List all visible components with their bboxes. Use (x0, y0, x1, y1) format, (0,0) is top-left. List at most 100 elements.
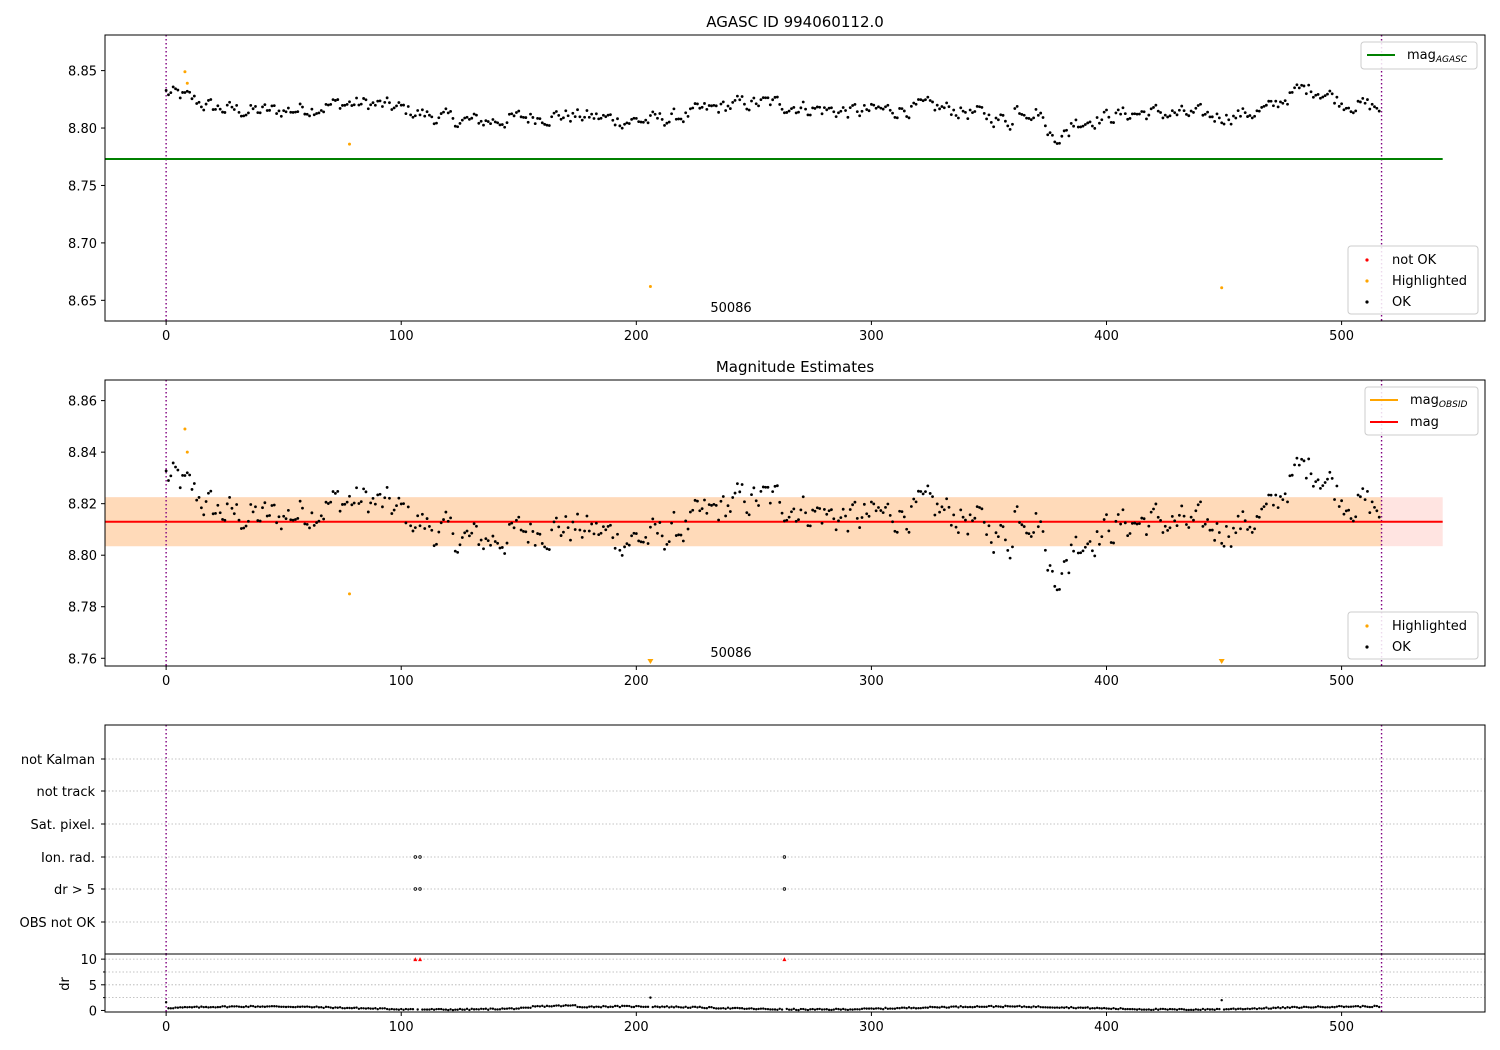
dr-point (1330, 1005, 1334, 1009)
ok-point (1213, 119, 1217, 123)
ok-point (402, 502, 405, 506)
dr-point (1004, 1004, 1007, 1008)
dr-point (1062, 1006, 1066, 1009)
ok-point (1224, 524, 1228, 528)
x-tick-label: 500 (1329, 1020, 1354, 1035)
ok-point (1272, 503, 1275, 507)
dr-point (430, 1007, 433, 1011)
dr-point (1008, 1005, 1012, 1008)
ok-point (204, 102, 208, 106)
dr-point (273, 1005, 276, 1008)
dr-point (849, 1008, 852, 1011)
dr-point (841, 1007, 845, 1011)
ok-point (411, 115, 415, 119)
ok-point (418, 524, 422, 528)
dr-point (451, 1008, 455, 1012)
ok-point (994, 531, 998, 535)
ok-point (562, 530, 565, 534)
ok-point (190, 488, 194, 491)
ok-point (1304, 92, 1308, 96)
ok-point (1182, 514, 1186, 518)
dr-point (693, 1005, 697, 1009)
ok-point (766, 96, 770, 100)
dr-point (552, 1004, 556, 1008)
dr-point (952, 1005, 955, 1008)
ok-point (688, 107, 692, 111)
ok-point (1366, 489, 1369, 493)
ok-point (303, 522, 307, 526)
ok-point (167, 93, 170, 97)
ok-point (926, 95, 930, 99)
dr-point (1102, 1006, 1106, 1010)
ok-point (985, 533, 989, 537)
ok-point (545, 547, 549, 551)
ok-point (775, 95, 779, 99)
dr-point (1088, 1007, 1092, 1010)
ok-point (1166, 528, 1170, 532)
legend-agasc-lines: magAGASC (1360, 41, 1478, 70)
dr-point (555, 1004, 558, 1007)
ok-point (423, 114, 427, 118)
ok-point (1166, 115, 1170, 119)
y-tick-label: 8.85 (68, 65, 97, 80)
dr-point (233, 1005, 236, 1008)
dr-point (179, 1006, 182, 1009)
ok-point (851, 104, 854, 107)
dr-point (416, 1008, 419, 1011)
ok-point (547, 548, 551, 551)
ok-point (181, 474, 184, 477)
ok-point (787, 109, 791, 113)
ok-point (1201, 113, 1205, 117)
ok-point (585, 109, 589, 112)
dr-point (769, 1008, 772, 1011)
dr-point (487, 1008, 490, 1011)
flag-marker (413, 855, 418, 859)
ok-point (371, 101, 375, 105)
dr-point (444, 1008, 448, 1011)
ok-point (404, 112, 408, 116)
dr-point (463, 1008, 466, 1011)
ok-point (251, 107, 255, 111)
ok-point (420, 108, 424, 112)
ok-point (660, 534, 664, 538)
ok-point (294, 518, 297, 521)
x-tick-label: 300 (859, 329, 884, 344)
dr-point (964, 1005, 967, 1009)
ok-point (1102, 518, 1106, 521)
ok-point (839, 109, 843, 113)
ok-point (392, 508, 396, 512)
dr-point (291, 1005, 295, 1009)
ok-point (999, 113, 1003, 117)
ok-point (966, 117, 970, 121)
dr-point (1312, 1006, 1315, 1009)
ok-point (326, 103, 330, 107)
dr-point (762, 1007, 765, 1010)
ok-point (1326, 477, 1329, 481)
dr-point (1142, 1008, 1146, 1011)
dr-point (1309, 1006, 1313, 1009)
dr-point (776, 1008, 779, 1011)
dr-point (1359, 1005, 1362, 1009)
dr-point (357, 1007, 361, 1010)
ok-point (877, 105, 880, 109)
ok-point (1055, 142, 1059, 145)
ok-point (1051, 569, 1054, 573)
ok-point (1173, 519, 1177, 523)
ok-point (261, 105, 264, 109)
dr-point (1302, 1005, 1306, 1009)
dr-point (1253, 1007, 1256, 1010)
legend-mag-points: Highlighted OK (1347, 611, 1479, 660)
ok-point (383, 101, 387, 104)
ok-point (576, 108, 579, 112)
ok-point (352, 103, 356, 107)
ok-point (296, 516, 300, 520)
ok-point (458, 543, 462, 547)
ok-point (500, 546, 504, 549)
ok-point (691, 106, 695, 110)
ok-point (1253, 114, 1257, 118)
ok-point (797, 110, 800, 114)
ok-point (286, 106, 290, 110)
dr-point (1368, 1005, 1372, 1009)
dr-point (1100, 1007, 1103, 1010)
panel-dr-ylabel: dr (58, 977, 73, 991)
